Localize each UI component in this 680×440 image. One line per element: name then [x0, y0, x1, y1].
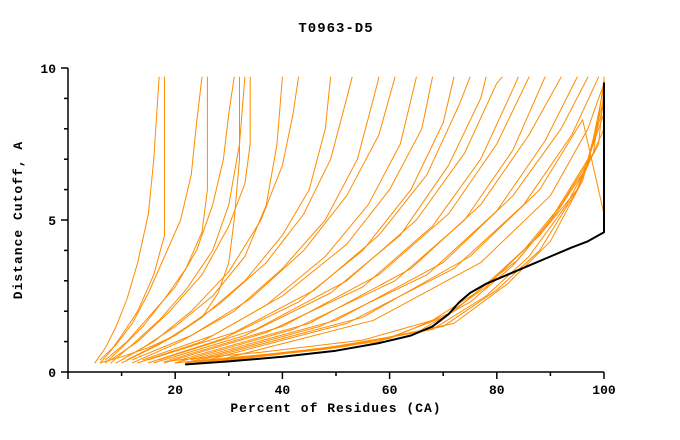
y-tick-label: 0 — [48, 366, 56, 381]
x-tick-label: 60 — [382, 383, 398, 398]
model-curve — [99, 76, 240, 364]
model-curve — [94, 76, 160, 364]
y-tick-label: 10 — [40, 62, 56, 77]
model-curve — [153, 76, 487, 364]
x-tick-label: 80 — [489, 383, 505, 398]
chart-title: T0963-D5 — [298, 21, 373, 37]
model-curve — [174, 76, 546, 364]
model-curve — [164, 76, 519, 364]
model-curve — [126, 76, 353, 361]
model-curve — [142, 76, 433, 361]
model-curve — [147, 76, 455, 364]
model-curves-group — [94, 76, 605, 364]
best-model-curve-group — [184, 82, 605, 366]
model-curve — [99, 76, 165, 364]
x-tick-label: 100 — [592, 383, 616, 398]
x-tick-label: 20 — [167, 383, 183, 398]
model-curve — [121, 76, 299, 361]
model-curve — [105, 76, 235, 361]
model-curve — [190, 76, 589, 361]
y-axis-label: Distance Cutoff, A — [11, 141, 26, 299]
model-curve — [105, 76, 208, 364]
model-curve — [185, 76, 578, 364]
model-curve — [180, 76, 562, 361]
model-curve — [137, 76, 417, 364]
x-axis-label: Percent of Residues (CA) — [230, 401, 441, 416]
model-curve — [164, 85, 605, 362]
model-curve — [196, 76, 600, 364]
model-curve — [147, 76, 471, 361]
model-curve — [206, 104, 605, 364]
model-curve — [131, 76, 396, 361]
model-curve — [169, 76, 530, 361]
best-model-curve — [184, 82, 605, 366]
model-curve — [174, 79, 605, 364]
model-curve — [99, 76, 203, 361]
model-curve — [206, 82, 605, 364]
model-curve — [110, 76, 246, 364]
model-curve — [110, 76, 251, 361]
x-tick-label: 40 — [275, 383, 291, 398]
model-curve — [131, 76, 380, 364]
model-curve — [158, 76, 503, 361]
axes-group: 20 40 60 80 100 0 5 10 — [40, 62, 616, 398]
y-tick-label: 5 — [48, 214, 56, 229]
